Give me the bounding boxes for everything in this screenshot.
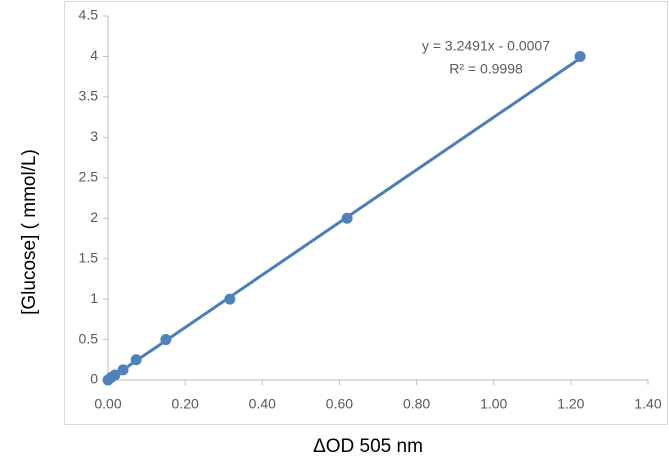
x-tick-label: 0.60 (326, 396, 353, 412)
y-axis-title: [Glucose] ( mmol/L) (19, 149, 40, 315)
chart-frame (64, 1, 668, 425)
data-point (109, 369, 121, 381)
y-tick-label: 1.5 (79, 249, 99, 265)
y-tick-label: 3 (90, 128, 98, 144)
data-point (117, 364, 129, 376)
trendline-equation: y = 3.2491x - 0.0007 (422, 38, 550, 54)
data-point (224, 293, 236, 305)
y-tick-label: 2 (90, 209, 98, 225)
x-tick-label: 1.00 (480, 396, 507, 412)
data-point (341, 212, 353, 224)
x-tick-label: 0.80 (403, 396, 430, 412)
x-axis-title: ΔOD 505 nm (313, 436, 423, 457)
x-tick-label: 0.00 (94, 396, 121, 412)
x-tick-label: 0.20 (172, 396, 199, 412)
x-tick-label: 1.20 (557, 396, 584, 412)
data-point (130, 354, 142, 366)
y-tick-label: 0 (90, 371, 98, 387)
x-tick-label: 1.40 (634, 396, 661, 412)
y-tick-label: 1 (90, 290, 98, 306)
data-point (160, 334, 172, 346)
y-tick-label: 4.5 (79, 7, 99, 23)
y-tick-label: 4 (90, 47, 98, 63)
y-tick-label: 2.5 (79, 168, 99, 184)
y-tick-label: 0.5 (79, 330, 99, 346)
y-tick-label: 3.5 (79, 88, 99, 104)
r-squared: R² = 0.9998 (449, 61, 523, 77)
x-tick-label: 0.40 (249, 396, 276, 412)
data-point (574, 50, 586, 62)
